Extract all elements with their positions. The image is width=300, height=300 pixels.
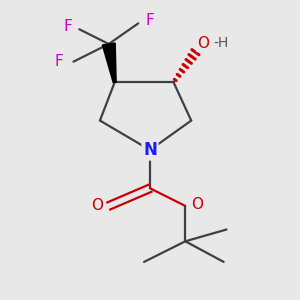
Text: F: F: [54, 54, 63, 69]
Text: O: O: [191, 197, 203, 212]
Text: F: F: [63, 19, 72, 34]
Text: -H: -H: [213, 35, 228, 50]
Text: O: O: [197, 37, 209, 52]
Text: F: F: [146, 13, 154, 28]
Polygon shape: [102, 43, 116, 82]
Text: N: N: [143, 141, 157, 159]
Text: O: O: [91, 198, 103, 213]
